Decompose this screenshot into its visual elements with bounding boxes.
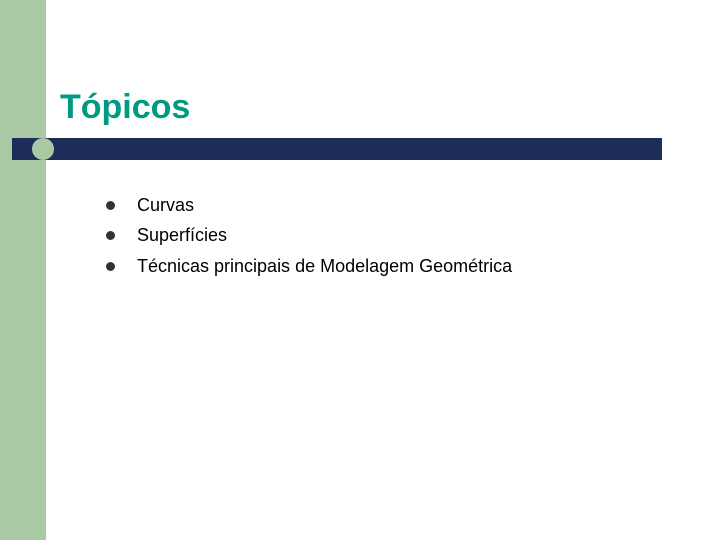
title-underline-dot <box>32 138 54 160</box>
topic-list: Curvas Superfícies Técnicas principais d… <box>106 193 546 278</box>
bullet-icon <box>106 262 115 271</box>
list-item: Técnicas principais de Modelagem Geométr… <box>106 254 546 278</box>
list-item: Superfícies <box>106 223 546 247</box>
list-item-label: Superfícies <box>137 223 227 247</box>
bullet-icon <box>106 231 115 240</box>
list-item-label: Curvas <box>137 193 194 217</box>
list-item-label: Técnicas principais de Modelagem Geométr… <box>137 254 512 278</box>
list-item: Curvas <box>106 193 546 217</box>
sidebar-accent <box>0 0 46 540</box>
slide-content: Tópicos Curvas Superfícies Técnicas prin… <box>60 0 700 540</box>
bullet-icon <box>106 201 115 210</box>
slide-title: Tópicos <box>60 88 700 127</box>
